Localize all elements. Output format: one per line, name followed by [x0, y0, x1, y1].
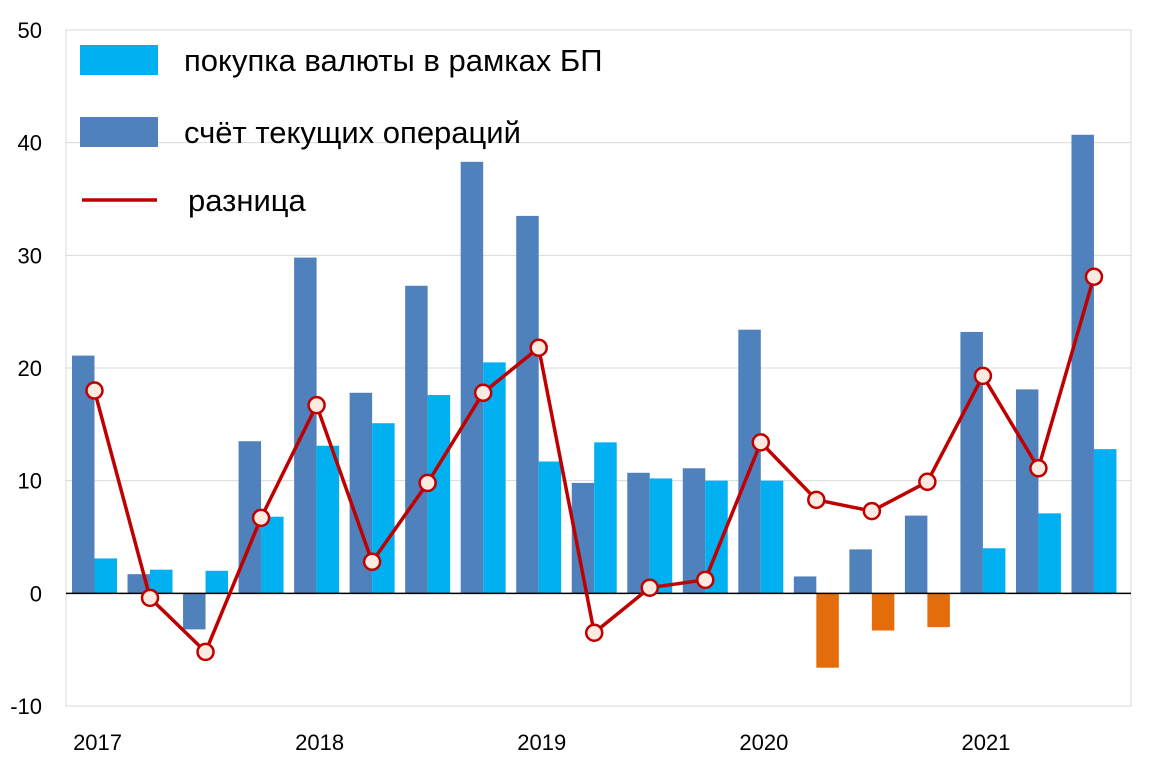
y-tick-label: 0	[30, 581, 42, 606]
bar-current-account	[1015, 389, 1039, 594]
bar-current-account	[682, 468, 706, 594]
bar-fx-purchase	[316, 445, 340, 594]
bar-fx-purchase	[205, 570, 229, 594]
y-tick-label: 20	[18, 356, 42, 381]
difference-point	[751, 433, 771, 452]
legend-swatch	[80, 117, 158, 147]
bar-fx-purchase	[483, 362, 506, 594]
difference-point	[807, 490, 826, 510]
bar-fx-purchase	[150, 569, 173, 594]
bar-fx-purchase	[649, 478, 673, 594]
bar-fx-purchase	[760, 480, 784, 594]
difference-point	[196, 642, 215, 662]
bar-fx-purchase	[982, 548, 1006, 594]
bar-current-account	[405, 285, 428, 594]
bar-current-account	[904, 515, 928, 594]
difference-point	[140, 588, 160, 608]
bar-fx-purchase	[816, 593, 839, 668]
difference-point	[1029, 459, 1048, 478]
bar-current-account	[627, 472, 650, 594]
legend: покупка валюты в рамках БП счёт текущих о…	[80, 43, 603, 218]
y-tick-label: 10	[18, 469, 42, 494]
legend-label: разница	[188, 183, 307, 218]
bar-fx-purchase	[1093, 449, 1117, 594]
x-axis-year-labels: 2017 2018 2019 2020 2021	[73, 730, 1010, 755]
bar-fx-purchase	[538, 461, 562, 594]
bar-series	[71, 134, 1117, 668]
bar-fx-purchase	[1038, 513, 1061, 594]
legend-label: покупка валюты в рамках БП	[184, 43, 603, 78]
y-tick-label: 30	[18, 243, 42, 268]
y-tick-label: -10	[10, 694, 42, 719]
y-axis-ticks: -10 0 10 20 30 40 50	[10, 18, 42, 719]
bar-fx-purchase	[927, 593, 950, 628]
difference-point	[251, 508, 271, 528]
x-year-label: 2021	[961, 730, 1010, 755]
bar-current-account	[960, 331, 983, 594]
bar-current-account	[71, 355, 95, 594]
difference-point	[1084, 267, 1104, 286]
bar-current-account	[571, 482, 595, 594]
difference-point	[640, 578, 659, 597]
x-year-label: 2019	[517, 730, 566, 755]
bar-fx-purchase	[594, 442, 617, 594]
legend-swatch	[80, 45, 158, 75]
y-tick-label: 50	[18, 18, 42, 43]
bar-current-account	[183, 593, 206, 630]
bar-current-account	[460, 161, 484, 594]
bar-fx-purchase	[871, 593, 895, 631]
x-year-label: 2020	[739, 730, 788, 755]
bar-current-account	[793, 576, 817, 594]
bar-current-account	[849, 549, 872, 594]
bar-fx-purchase	[427, 395, 451, 594]
difference-point	[473, 383, 493, 403]
bar-fx-purchase	[94, 558, 117, 594]
difference-point	[918, 472, 937, 492]
line-series	[85, 267, 1104, 662]
difference-point	[418, 473, 437, 493]
difference-point	[584, 623, 604, 643]
x-year-label: 2017	[73, 730, 122, 755]
bar-current-account	[516, 215, 539, 594]
bar-fx-purchase	[261, 516, 284, 594]
x-year-label: 2018	[295, 730, 344, 755]
difference-point	[529, 338, 548, 357]
legend-label: счёт текущих операций	[184, 115, 521, 150]
difference-point	[862, 501, 882, 521]
difference-point	[362, 552, 382, 572]
bar-current-account	[738, 329, 761, 594]
y-tick-label: 40	[18, 131, 42, 156]
difference-point	[973, 366, 993, 386]
difference-point	[85, 381, 104, 400]
bar-current-account	[1071, 134, 1094, 594]
difference-point	[307, 395, 326, 415]
difference-point	[696, 570, 715, 590]
